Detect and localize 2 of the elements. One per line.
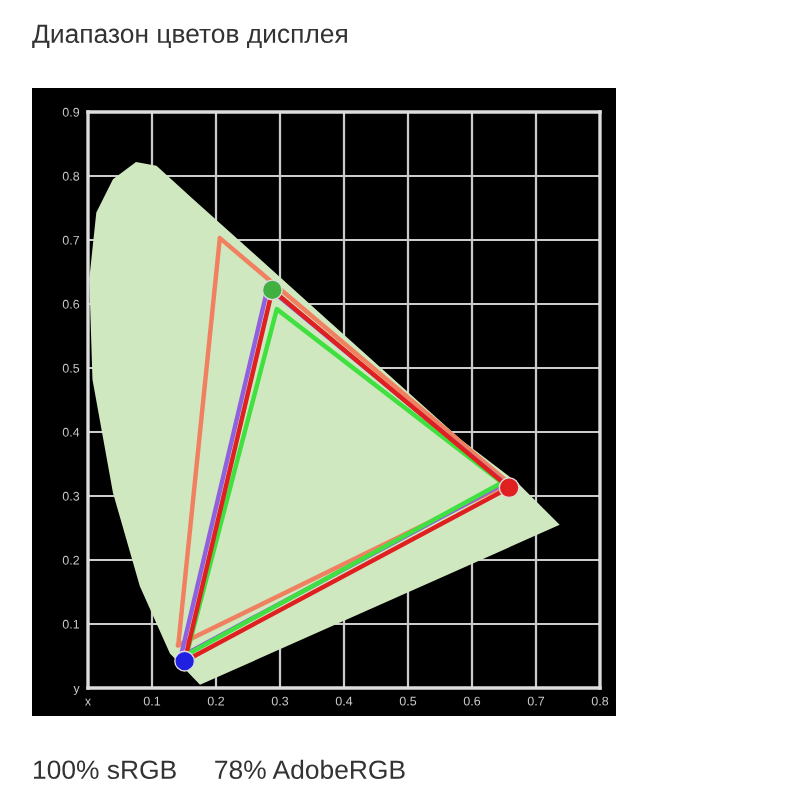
chart-title: Диапазон цветов дисплея (32, 24, 347, 49)
text: 100% sRGB 78% AdobeRGB (34, 759, 405, 780)
